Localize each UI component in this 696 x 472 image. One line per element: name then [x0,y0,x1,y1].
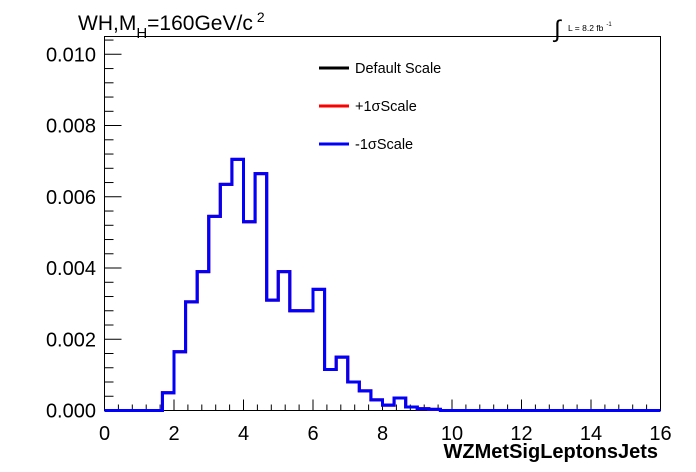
histogram-series--1-scale [104,157,661,412]
y-tick-label: 0.008 [46,116,96,138]
chart-title: WH,MH=160GeV/c 2 [78,9,265,42]
x-tick-label: 4 [238,423,249,445]
x-tick-label: 0 [99,423,110,445]
legend-label: Default Scale [355,61,441,77]
x-tick-label: 2 [168,423,179,445]
histogram-series-default-scale [104,157,661,412]
y-tick-label: 0.010 [46,44,96,66]
x-tick-label: 8 [377,423,388,445]
chart-title-superscript: 2 [257,9,265,25]
chart-title-value: =160GeV/c [147,12,253,35]
y-tick-label: 0.004 [46,258,96,280]
series-layer [104,157,661,412]
lumi-label-superscript: -1 [606,22,612,28]
y-tick-label: 0.000 [46,401,96,423]
integral-symbol: ∫ [552,16,562,43]
chart-title-main: WH,M [78,12,136,35]
plot-frame [104,36,661,411]
histogram-series--1-scale [104,157,661,412]
x-tick-label: 14 [580,423,602,445]
legend: Default Scale +1σScale -1σScale [319,61,441,153]
x-tick-label: 16 [649,423,671,445]
x-tick-label: 10 [441,423,463,445]
x-tick-label: 6 [307,423,318,445]
x-axis-label: WZMetSigLeptonsJets [444,441,658,463]
legend-label: -1σScale [355,137,413,153]
y-tick-label: 0.002 [46,329,96,351]
y-axis: 0.000 0.002 0.004 0.006 0.008 0.010 [46,39,122,423]
y-tick-label: 0.006 [46,187,96,209]
legend-label: +1σScale [355,99,417,115]
lumi-label: L = 8.2 fb -1 [568,22,612,33]
chart-title-subscript: H [136,25,147,42]
lumi-label-text: L = 8.2 fb [568,23,604,33]
x-tick-label: 12 [510,423,532,445]
